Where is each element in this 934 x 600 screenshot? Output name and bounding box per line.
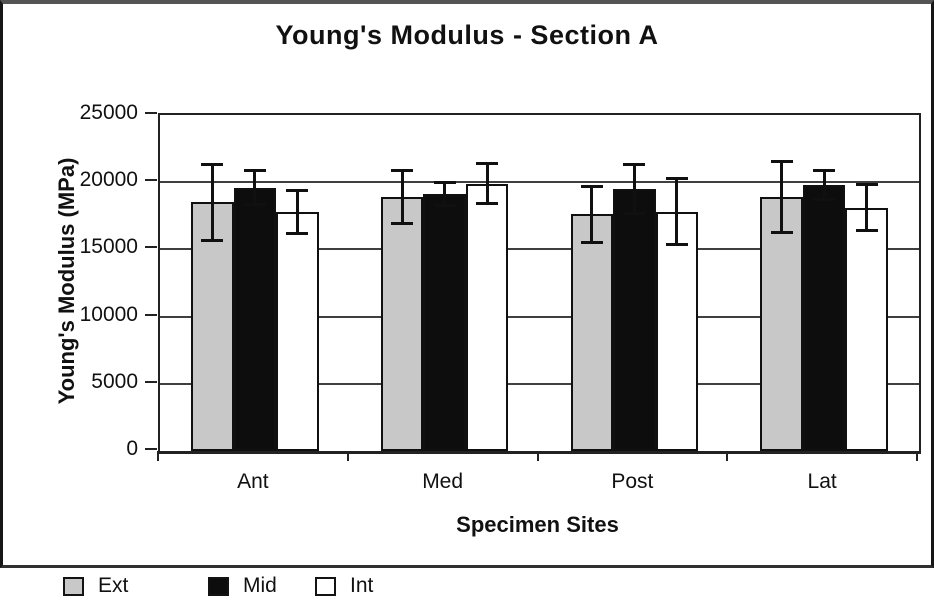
error-bar-mid-lat-cap-bottom [813, 197, 836, 201]
bar-int-med [465, 183, 509, 451]
error-bar-ext-med [400, 170, 404, 224]
gridline-15000 [160, 248, 919, 251]
bar-mid-ant [233, 187, 277, 451]
legend-item-mid: Mid [208, 574, 277, 598]
legend-label-ext: Ext [98, 574, 129, 597]
bar-mid-post [613, 188, 656, 451]
error-bar-ext-lat-cap-top [770, 160, 793, 164]
bar-int-post [655, 211, 699, 451]
x-tick-mark [916, 451, 918, 461]
legend-item-ext: Ext [63, 574, 128, 598]
gridline-10000 [160, 315, 919, 318]
y-tick-mark [145, 313, 157, 316]
legend-label-mid: Mid [243, 574, 277, 597]
error-bar-ext-ant [210, 164, 214, 241]
error-bar-int-post-cap-bottom [665, 243, 688, 247]
error-bar-int-ant-cap-bottom [286, 231, 309, 235]
error-bar-mid-med [443, 182, 447, 207]
x-category-label-post: Post [611, 470, 654, 493]
bar-ext-ant [191, 202, 234, 451]
error-bar-ext-med-cap-bottom [391, 221, 414, 225]
legend-label-int: Int [350, 574, 374, 597]
bar-ext-post [570, 214, 614, 451]
legend-item-int: Int [315, 574, 373, 598]
y-tick-mark [145, 246, 157, 249]
legend-swatch-ext [63, 576, 84, 596]
x-category-label-lat: Lat [807, 470, 837, 493]
gridline-20000 [160, 181, 919, 184]
error-bar-mid-post [632, 164, 636, 214]
error-bar-ext-lat-cap-bottom [770, 230, 793, 234]
x-tick-mark [726, 451, 729, 461]
y-tick-label: 10000 [79, 302, 138, 326]
error-bar-int-post-cap-top [665, 177, 688, 181]
figure-title: Young's Modulus - Section A [275, 20, 659, 50]
error-bar-int-med-cap-bottom [476, 201, 499, 205]
error-bar-ext-ant-cap-bottom [201, 238, 224, 242]
legend-swatch-mid [208, 576, 229, 596]
error-bar-mid-lat [822, 170, 826, 200]
x-tick-mark [346, 451, 349, 461]
y-tick-label: 15000 [79, 235, 138, 259]
x-category-label-med: Med [422, 470, 464, 493]
error-bar-int-med-cap-top [476, 162, 499, 166]
error-bar-int-lat [865, 184, 869, 232]
error-bar-ext-lat [780, 161, 784, 233]
error-bar-int-post [675, 178, 679, 246]
x-tick-mark [536, 451, 539, 461]
y-tick-label: 5000 [91, 369, 138, 393]
bar-int-lat [845, 207, 888, 451]
y-tick-label: 0 [126, 437, 138, 460]
error-bar-mid-med-cap-bottom [433, 204, 456, 208]
y-tick-label: 25000 [79, 101, 138, 124]
x-axis-title: Specimen Sites [456, 512, 619, 537]
error-bar-mid-post-cap-top [623, 163, 646, 167]
legend-swatch-int [315, 576, 336, 596]
y-tick-mark [145, 448, 157, 450]
error-bar-ext-ant-cap-top [201, 163, 224, 167]
gridline-5000 [160, 382, 919, 385]
bar-ext-lat [760, 196, 803, 451]
plot-area [158, 113, 921, 454]
error-bar-mid-med-cap-top [433, 181, 456, 185]
bar-mid-lat [802, 184, 846, 451]
error-bar-mid-ant-cap-bottom [243, 203, 266, 207]
error-bar-int-lat-cap-bottom [855, 229, 878, 233]
error-bar-mid-lat-cap-top [813, 169, 836, 173]
error-bar-mid-ant-cap-top [243, 169, 266, 173]
bar-int-ant [276, 211, 319, 451]
error-bar-int-ant [295, 189, 299, 234]
error-bar-int-med [485, 163, 489, 204]
error-bar-mid-ant [253, 170, 257, 206]
error-bar-ext-post [590, 186, 594, 243]
y-tick-label: 20000 [79, 168, 138, 192]
y-tick-mark [145, 380, 157, 383]
x-category-label-ant: Ant [237, 470, 269, 493]
error-bar-ext-post-cap-top [580, 185, 603, 189]
error-bar-int-ant-cap-top [286, 188, 309, 192]
error-bar-mid-post-cap-bottom [623, 211, 646, 215]
error-bar-ext-med-cap-top [391, 169, 414, 173]
bar-ext-med [380, 196, 424, 451]
error-bar-ext-post-cap-bottom [580, 240, 603, 244]
y-tick-mark [145, 112, 157, 114]
bar-mid-med [423, 194, 466, 451]
error-bar-int-lat-cap-top [855, 183, 878, 187]
y-tick-mark [145, 179, 157, 182]
x-tick-mark [157, 451, 159, 461]
